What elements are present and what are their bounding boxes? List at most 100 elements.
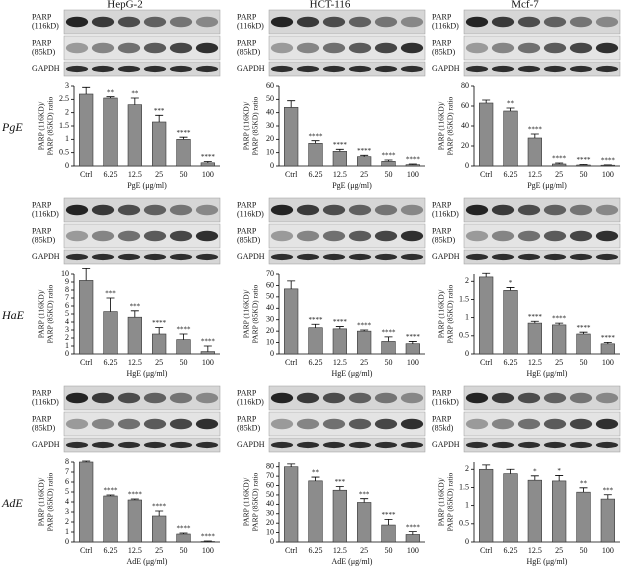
panel: PARP(116kD)PARP(85kD)GAPDH00.511.522.53P… — [32, 9, 221, 190]
x-tick-label: 100 — [407, 546, 419, 555]
blot-band — [543, 392, 567, 404]
blot-strip — [463, 411, 621, 437]
error-bar — [179, 136, 188, 140]
bar — [576, 164, 591, 167]
x-tick-label: 50 — [385, 358, 393, 367]
y-axis-label: PARP (116KD)/ — [37, 477, 46, 526]
blot-band — [91, 42, 115, 54]
y-tick-label: 4 — [65, 497, 69, 506]
blot-band — [374, 16, 398, 28]
x-tick-label: 12.5 — [528, 546, 542, 555]
blot-band — [569, 253, 593, 261]
blot-band — [569, 65, 593, 73]
blot-band — [195, 253, 219, 261]
significance: **** — [528, 126, 543, 134]
x-tick-label: 12.5 — [528, 358, 542, 367]
error-bar — [82, 268, 91, 281]
error-bar — [555, 162, 564, 164]
blot-strip — [63, 249, 221, 265]
error-bar — [82, 460, 91, 462]
x-tick-label: Ctrl — [480, 170, 493, 179]
blot-label: (85kD) — [237, 47, 260, 56]
blot-label: GAPDH — [237, 64, 265, 73]
significance: * — [533, 467, 537, 475]
y-tick-label: 40 — [266, 107, 274, 116]
x-tick-label: 100 — [407, 170, 419, 179]
blot-band — [569, 392, 593, 404]
error-bar — [106, 96, 115, 98]
blot-strip — [463, 197, 621, 223]
blot-label: PARP — [32, 388, 52, 397]
blot-band — [65, 418, 89, 430]
blot-band — [195, 42, 219, 54]
y-tick-label: 5 — [65, 487, 69, 496]
y-tick-label: 20 — [266, 518, 274, 527]
blot-band — [491, 65, 515, 73]
blot-band — [143, 204, 167, 216]
bar — [103, 97, 118, 167]
bar — [600, 164, 615, 167]
blot-strip — [268, 437, 426, 453]
y-axis-label: PARP (85KD) ratio — [446, 284, 455, 343]
blot-label: (85kD) — [237, 235, 260, 244]
bar — [479, 102, 494, 167]
blot-band — [517, 230, 541, 242]
significance: **** — [601, 334, 616, 342]
bar — [503, 473, 518, 543]
blot-strip — [463, 61, 621, 77]
blot-band — [296, 253, 320, 261]
blot-band — [491, 204, 515, 216]
blot-band — [400, 392, 424, 404]
blot-band — [400, 441, 424, 449]
bar — [527, 479, 542, 543]
bar — [176, 339, 191, 355]
blot-label: (85kD) — [237, 423, 260, 432]
blot-band — [569, 441, 593, 449]
y-tick-label: 0 — [270, 349, 274, 358]
blot-band — [322, 253, 346, 261]
blot-strip — [63, 9, 221, 35]
bar — [127, 104, 142, 167]
x-tick-label: Ctrl — [480, 358, 493, 367]
blot-band — [465, 204, 489, 216]
x-axis-label: HgE (μg/ml) — [527, 369, 568, 378]
error-bar — [530, 475, 539, 481]
bar — [127, 499, 142, 543]
significance: **** — [357, 147, 372, 155]
significance: **** — [382, 511, 397, 519]
bar — [332, 489, 347, 543]
blot-label: (116kD) — [237, 209, 264, 218]
blot-label: (116kD) — [432, 209, 459, 218]
blot-band — [465, 418, 489, 430]
bar — [176, 533, 191, 543]
bar — [527, 322, 542, 355]
significance: **** — [177, 129, 192, 137]
y-tick-label: 4 — [65, 317, 69, 326]
y-axis-label: PARP (85KD) ratio — [446, 96, 455, 155]
error-bar — [203, 345, 212, 352]
significance: * — [557, 467, 561, 475]
blot-band — [270, 42, 294, 54]
blot-label: (85kd) — [432, 423, 454, 432]
x-axis-label: HgE (μg/ml) — [127, 369, 168, 378]
blot-band — [143, 392, 167, 404]
x-tick-label: 6.25 — [104, 546, 118, 555]
x-tick-label: 25 — [155, 358, 163, 367]
blot-strip — [268, 249, 426, 265]
blot-band — [569, 16, 593, 28]
significance: **** — [528, 313, 543, 321]
blot-band — [465, 253, 489, 261]
y-tick-label: 60 — [266, 81, 274, 90]
x-tick-label: 12.5 — [333, 358, 347, 367]
significance: **** — [382, 328, 397, 336]
significance: **** — [577, 156, 592, 164]
y-tick-label: 1 — [465, 312, 469, 321]
blot-label: (116kD) — [432, 397, 459, 406]
blot-band — [117, 42, 141, 54]
blot-band — [169, 16, 193, 28]
blot-band — [296, 42, 320, 54]
bar — [79, 461, 94, 543]
blot-band — [517, 253, 541, 261]
x-axis-label: AdE (μg/ml) — [332, 557, 373, 566]
